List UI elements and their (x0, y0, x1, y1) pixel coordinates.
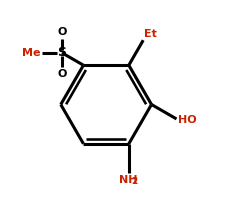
Text: O: O (57, 27, 67, 37)
Text: HO: HO (178, 115, 196, 125)
Text: O: O (57, 69, 67, 79)
Text: NH: NH (118, 175, 137, 185)
Text: S: S (58, 46, 67, 59)
Text: Et: Et (145, 29, 157, 39)
Text: 2: 2 (131, 177, 137, 186)
Text: Me: Me (23, 48, 41, 58)
